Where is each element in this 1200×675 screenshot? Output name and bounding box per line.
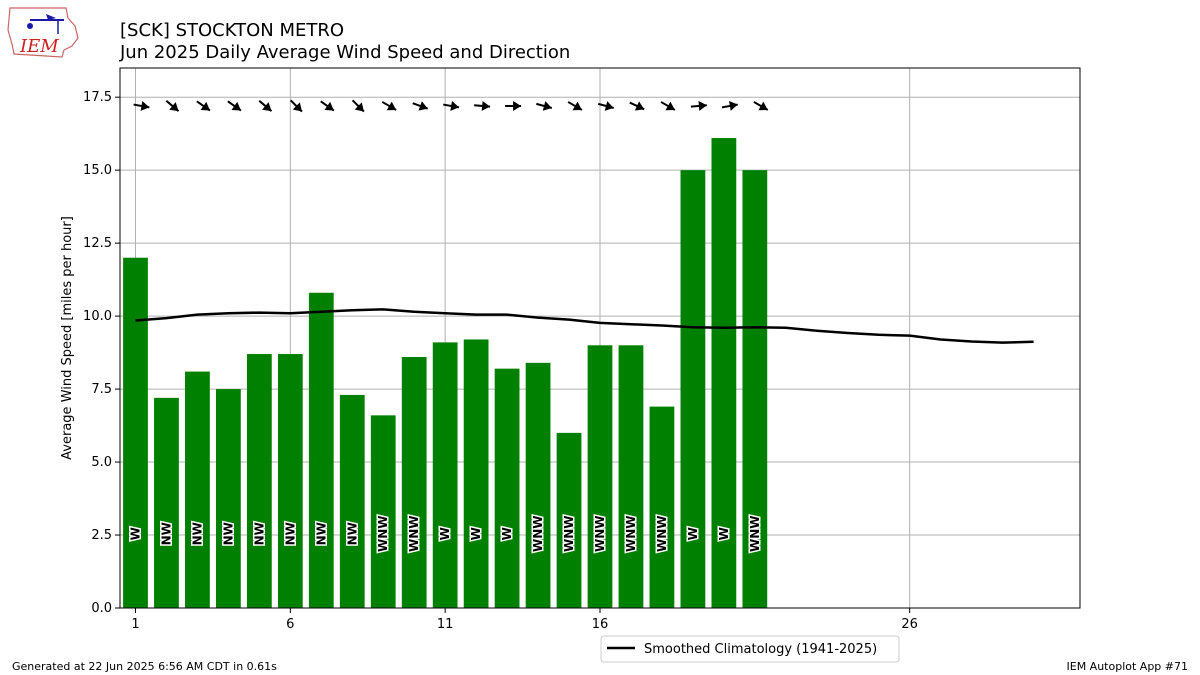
direction-label-day-21: WNW — [748, 516, 762, 553]
direction-label-day-11: W — [438, 527, 452, 540]
bar-day-12 — [463, 339, 489, 608]
bar-day-14 — [525, 362, 551, 608]
direction-label-day-16: WNW — [593, 516, 607, 553]
climatology-line — [135, 308, 1034, 344]
direction-labels: W NW NW NW NW NW NW NW WNW WNW W W W WNW WNW WNW WNW WNW W… — [127, 514, 763, 554]
y-tick-label: 17.5 — [83, 90, 112, 105]
direction-label-day-5: NW — [252, 522, 266, 545]
direction-label-day-10: WNW — [407, 516, 421, 553]
direction-arrow-day-5 — [258, 100, 273, 112]
bar-day-13 — [494, 368, 520, 608]
direction-arrow-day-9 — [381, 101, 397, 111]
direction-arrow-day-18 — [660, 101, 676, 111]
direction-label-day-17: WNW — [624, 516, 638, 553]
x-tick-label: 26 — [901, 617, 918, 632]
direction-label-day-14: WNW — [531, 516, 545, 553]
direction-label-day-18: WNW — [655, 516, 669, 553]
bar-day-6 — [277, 354, 303, 608]
y-tick-label: 5.0 — [91, 455, 112, 470]
y-tick-label: 15.0 — [83, 163, 112, 178]
y-axis-ticks: 0.0 2.5 5.0 7.5 10.0 12.5 15.0 17.5 — [83, 90, 120, 616]
bars — [123, 138, 768, 608]
logo-text: IEM — [19, 36, 59, 57]
x-tick-label: 16 — [592, 617, 609, 632]
bar-day-16 — [587, 345, 613, 608]
direction-label-day-19: W — [686, 527, 700, 540]
direction-arrow-day-7 — [320, 100, 335, 112]
direction-label-day-4: NW — [221, 522, 235, 545]
direction-arrow-day-10 — [412, 101, 429, 111]
direction-label-day-15: WNW — [562, 516, 576, 553]
bar-day-7 — [308, 292, 334, 608]
direction-label-day-9: WNW — [376, 516, 390, 553]
direction-arrow-day-17 — [629, 101, 645, 111]
footer-app: IEM Autoplot App #71 — [1067, 660, 1189, 673]
logo-dot-icon — [27, 23, 33, 29]
bar-day-20 — [711, 138, 737, 608]
direction-arrow-day-13 — [505, 100, 522, 111]
bar-day-21 — [742, 170, 768, 608]
y-tick-label: 2.5 — [91, 528, 112, 543]
logo-vane-icon — [46, 14, 56, 20]
bar-day-17 — [618, 345, 644, 608]
bar-day-8 — [339, 394, 365, 608]
direction-arrow-day-16 — [598, 101, 614, 111]
direction-label-day-12: W — [469, 527, 483, 540]
direction-arrow-day-3 — [196, 100, 211, 112]
direction-label-day-20: W — [717, 527, 731, 540]
bar-day-19 — [680, 170, 706, 608]
y-tick-label: 0.0 — [91, 601, 112, 616]
direction-arrow-day-19 — [690, 100, 707, 111]
chart-title-line1: [SCK] STOCKTON METRO — [120, 20, 344, 41]
bar-day-15 — [556, 432, 582, 608]
direction-label-day-8: NW — [345, 522, 359, 545]
direction-arrow-day-2 — [165, 100, 180, 112]
footer-generated: Generated at 22 Jun 2025 6:56 AM CDT in … — [12, 660, 277, 673]
x-tick-label: 11 — [437, 617, 454, 632]
direction-arrows — [133, 99, 769, 113]
direction-label-day-6: NW — [283, 522, 297, 545]
iem-logo: IEM — [7, 7, 79, 58]
y-tick-label: 12.5 — [83, 236, 112, 251]
direction-label-day-1: W — [128, 527, 142, 540]
direction-label-day-2: NW — [159, 522, 173, 545]
chart-title-line2: Jun 2025 Daily Average Wind Speed and Di… — [119, 42, 570, 63]
direction-arrow-day-21 — [753, 101, 769, 111]
legend-box — [600, 635, 900, 663]
bar-day-1 — [123, 257, 148, 608]
direction-arrow-day-12 — [474, 100, 491, 111]
direction-arrow-day-1 — [133, 101, 150, 111]
direction-arrow-day-4 — [227, 100, 242, 112]
climatology-series — [135, 308, 1034, 344]
direction-arrow-day-20 — [721, 101, 738, 111]
bar-day-11 — [432, 342, 458, 608]
direction-arrow-day-11 — [443, 101, 460, 111]
x-axis-ticks: 1 6 11 16 26 — [131, 608, 918, 632]
bar-day-4 — [216, 389, 241, 608]
direction-arrow-day-15 — [567, 101, 583, 111]
x-tick-label: 1 — [131, 617, 139, 632]
direction-label-day-7: NW — [314, 522, 328, 545]
legend: Smoothed Climatology (1941-2025) — [600, 635, 900, 663]
x-tick-label: 6 — [286, 617, 294, 632]
direction-label-day-3: NW — [190, 522, 204, 545]
direction-arrow-day-6 — [289, 99, 303, 113]
bar-day-10 — [401, 356, 427, 608]
direction-arrow-day-14 — [536, 101, 553, 111]
iowa-outline-icon — [7, 7, 79, 58]
legend-entry-climatology: Smoothed Climatology (1941-2025) — [644, 642, 877, 657]
direction-label-day-13: W — [500, 527, 514, 540]
bar-day-5 — [246, 354, 272, 608]
bar-day-18 — [649, 406, 675, 608]
y-axis-label: Average Wind Speed [miles per hour] — [60, 216, 75, 460]
bar-day-9 — [370, 415, 396, 608]
bar-day-2 — [154, 397, 179, 608]
direction-arrow-day-8 — [351, 99, 365, 113]
y-tick-label: 7.5 — [91, 382, 112, 397]
bar-day-3 — [185, 371, 210, 608]
y-tick-label: 10.0 — [83, 309, 112, 324]
